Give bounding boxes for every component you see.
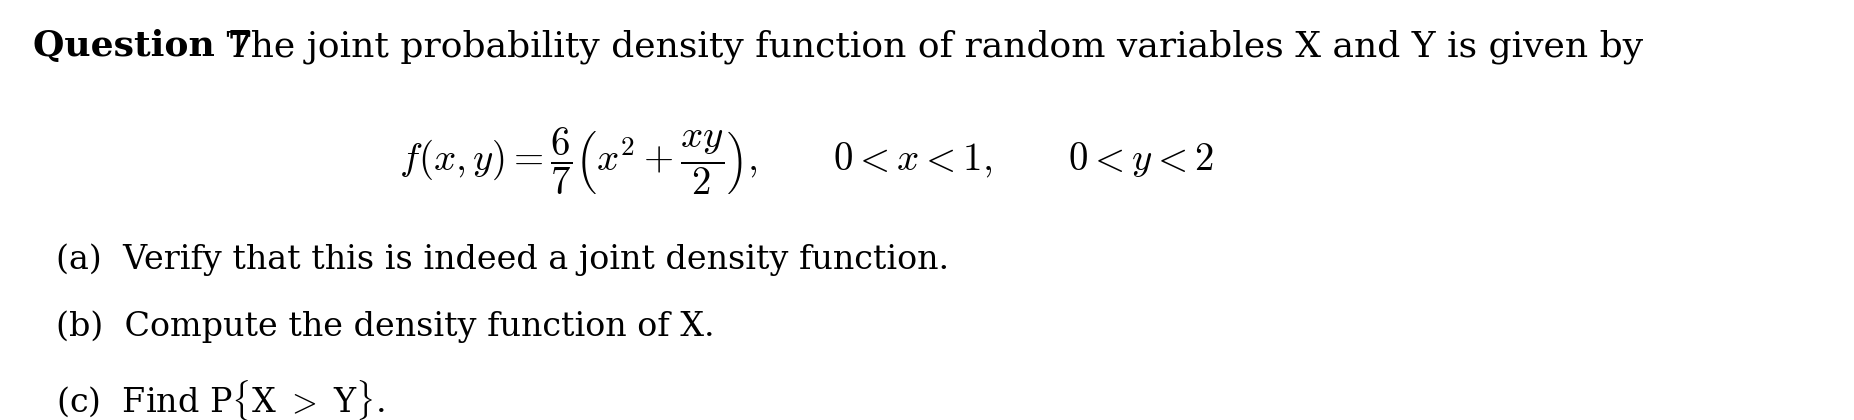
Text: The joint probability density function of random variables X and Y is given by: The joint probability density function o… xyxy=(215,29,1643,64)
Text: (b)  Compute the density function of X.: (b) Compute the density function of X. xyxy=(56,311,714,344)
Text: Question 7: Question 7 xyxy=(33,29,252,63)
Text: (c)  Find P$\{$X $>$ Y$\}$.: (c) Find P$\{$X $>$ Y$\}$. xyxy=(56,378,384,420)
Text: $f(x, y) = \dfrac{6}{7}\left(x^2 + \dfrac{xy}{2}\right),\quad\quad 0 < x < 1,\qu: $f(x, y) = \dfrac{6}{7}\left(x^2 + \dfra… xyxy=(399,126,1214,197)
Text: (a)  Verify that this is indeed a joint density function.: (a) Verify that this is indeed a joint d… xyxy=(56,244,949,276)
